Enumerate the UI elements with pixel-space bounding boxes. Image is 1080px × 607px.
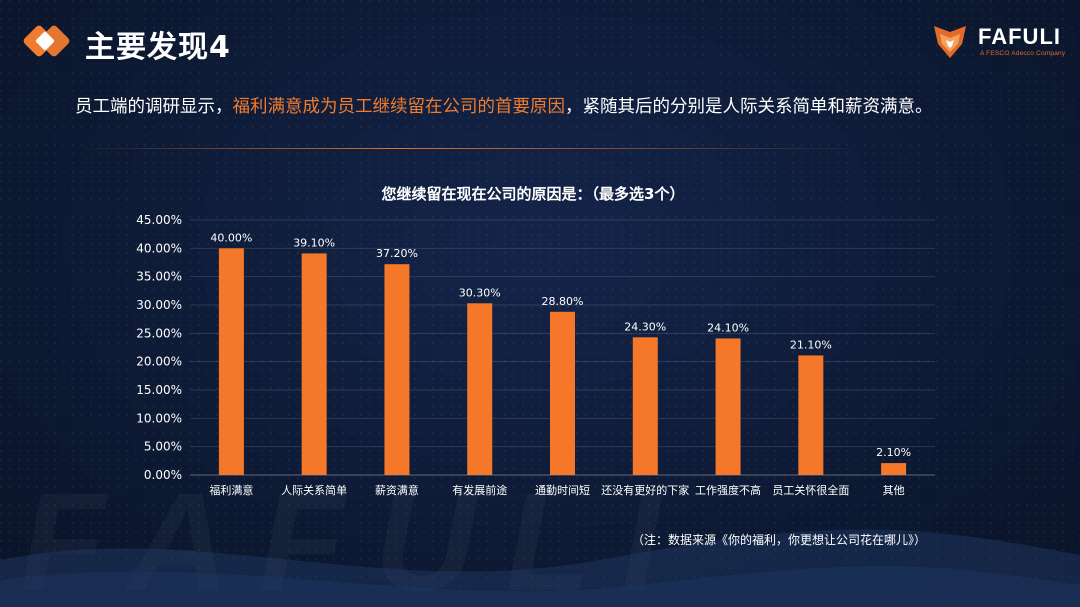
intro-paragraph: 员工端的调研显示，福利满意成为员工继续留在公司的首要原因，紧随其后的分别是人际关…	[75, 92, 1015, 122]
x-tick-label: 薪资满意	[375, 483, 419, 497]
y-tick-label: 5.00%	[144, 440, 182, 454]
bar	[798, 355, 824, 475]
data-label: 2.10%	[876, 446, 911, 459]
wave-front	[0, 566, 1080, 607]
bar	[715, 338, 741, 475]
y-tick-label: 15.00%	[136, 383, 182, 397]
logo-subtitle: A FESCO Adecco Company	[980, 50, 1066, 57]
header-diamond-icon	[23, 25, 70, 57]
logo-wordmark: FAFULI	[978, 24, 1061, 49]
x-tick-label: 其他	[883, 484, 905, 497]
intro-text-2: ，紧随其后的分别是人际关系简单和薪资满意。	[565, 97, 933, 117]
data-label: 39.10%	[293, 236, 335, 249]
bar	[218, 248, 244, 475]
y-tick-label: 45.00%	[136, 213, 182, 227]
wave-back	[0, 529, 1080, 607]
data-label: 28.80%	[542, 295, 584, 308]
intro-highlight: 福利满意成为员工继续留在公司的首要原因	[232, 97, 566, 117]
x-tick-label: 工作强度不高	[695, 483, 761, 497]
page-title: 主要发现4	[85, 30, 231, 65]
y-tick-label: 40.00%	[136, 241, 182, 255]
bar	[550, 311, 575, 475]
x-tick-label: 通勤时间短	[535, 483, 590, 497]
y-tick-label: 20.00%	[136, 355, 182, 369]
data-label: 21.10%	[790, 338, 832, 351]
x-tick-label: 人际关系简单	[281, 483, 347, 497]
data-label: 24.30%	[624, 320, 666, 333]
y-tick-label: 35.00%	[136, 270, 182, 284]
data-label: 37.20%	[376, 247, 418, 260]
bar	[467, 303, 493, 475]
bar	[384, 264, 410, 475]
divider-line	[75, 148, 875, 149]
y-tick-label: 0.00%	[144, 468, 182, 482]
x-tick-label: 有发展前途	[452, 483, 507, 497]
x-tick-label: 还没有更好的下家	[601, 483, 689, 497]
y-tick-label: 30.00%	[136, 298, 182, 312]
fafuli-fox-logo-icon	[934, 26, 966, 58]
data-label: 24.10%	[707, 321, 749, 334]
x-tick-label: 员工关怀很全面	[772, 483, 849, 497]
data-label: 30.30%	[459, 286, 501, 299]
data-label: 40.00%	[210, 231, 252, 244]
bar	[881, 463, 907, 475]
y-tick-label: 10.00%	[136, 411, 182, 425]
chart-title: 您继续留在现在公司的原因是：（最多选3个）	[381, 185, 685, 203]
bar	[632, 337, 658, 475]
y-tick-label: 25.00%	[136, 326, 182, 340]
intro-text-1: 员工端的调研显示，	[75, 97, 233, 117]
source-note: （注：数据来源《你的福利，你更想让公司花在哪儿》）	[632, 533, 927, 547]
bar	[301, 253, 327, 475]
x-tick-label: 福利满意	[209, 483, 253, 497]
